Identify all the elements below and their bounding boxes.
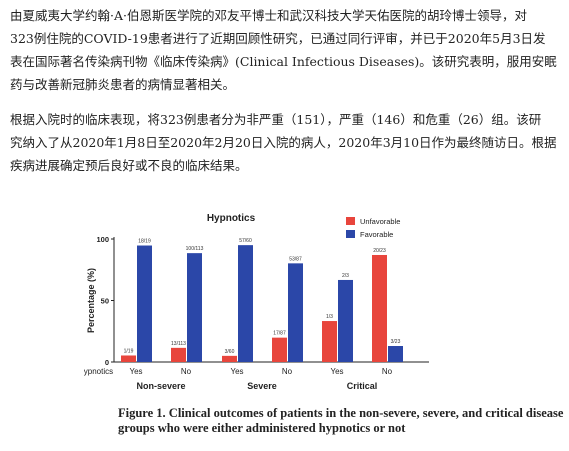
bar-data-label: 53/87 xyxy=(289,256,302,262)
bar-data-label: 3/23 xyxy=(391,339,401,345)
favorable-bar xyxy=(288,263,303,362)
favorable-bar xyxy=(137,245,152,362)
unfavorable-bar xyxy=(272,337,287,362)
bar-data-label: 100/113 xyxy=(186,246,204,252)
chart-title: Hypnotics xyxy=(207,213,256,224)
x-row-prefix-label: Hypnotics xyxy=(84,367,113,376)
y-tick-label: 100 xyxy=(96,235,109,244)
intro-line: 323例住院的COVID-19患者进行了近期回顾性研究，已通过同行评审，并已于2… xyxy=(10,31,546,46)
methods-line: 究纳入了从2020年1月8日至2020年2月20日入院的病人，2020年3月10… xyxy=(10,135,557,150)
x-category-label: No xyxy=(282,367,293,376)
bar-data-label: 57/60 xyxy=(239,238,252,244)
caption-line: groups who were either administered hypn… xyxy=(118,421,406,435)
bar-data-label: 18/19 xyxy=(138,239,151,245)
x-group-label: Severe xyxy=(247,381,277,391)
intro-line: 药与改善新冠肺炎患者的病情显著相关。 xyxy=(10,77,236,92)
intro-line: 由夏威夷大学约翰·A·伯恩斯医学院的邓友平博士和武汉科技大学天佑医院的胡玲博士领… xyxy=(10,8,527,23)
bar-data-label: 2/3 xyxy=(342,273,349,279)
x-category-label: Yes xyxy=(330,367,343,376)
legend-label: Unfavorable xyxy=(360,217,400,226)
unfavorable-bar xyxy=(222,355,237,362)
bar-data-label: 13/113 xyxy=(171,341,186,347)
methods-line: 疾病进展确定预后良好或不良的临床结果。 xyxy=(10,158,248,173)
figure-caption: Figure 1. Clinical outcomes of patients … xyxy=(118,406,564,436)
caption-line: Figure 1. Clinical outcomes of patients … xyxy=(118,406,564,420)
bar-data-label: 1/19 xyxy=(124,348,134,354)
y-tick-label: 0 xyxy=(105,358,109,367)
unfavorable-bar xyxy=(121,355,136,362)
unfavorable-bar xyxy=(171,347,186,362)
x-category-label: No xyxy=(382,367,393,376)
intro-paragraph: 由夏威夷大学约翰·A·伯恩斯医学院的邓友平博士和武汉科技大学天佑医院的胡玲博士领… xyxy=(10,4,558,96)
methods-paragraph: 根据入院时的临床表现，将323例患者分为非严重（151），严重（146）和危重（… xyxy=(10,108,558,177)
y-axis-label: Percentage (%) xyxy=(86,268,96,333)
bar-data-label: 3/60 xyxy=(225,349,235,355)
methods-line: 根据入院时的临床表现，将323例患者分为非严重（151），严重（146）和危重（… xyxy=(10,112,542,127)
hypnotics-chart: Hypnotics Percentage (%) 0 50 100 1/19 18/19 Ye… xyxy=(84,205,484,405)
intro-line: 表在国际著名传染病刊物《临床传染病》(Clinical Infectious D… xyxy=(10,54,557,69)
bar-data-label: 20/23 xyxy=(373,248,386,254)
chart-canvas: Hypnotics Percentage (%) 0 50 100 1/19 18/19 Ye… xyxy=(84,213,429,391)
x-group-label: Non-severe xyxy=(136,381,185,391)
unfavorable-bar xyxy=(372,254,387,362)
legend-label: Favorable xyxy=(360,230,393,239)
bar-data-label: 1/3 xyxy=(326,314,333,320)
x-group-label: Critical xyxy=(347,381,378,391)
y-tick-label: 50 xyxy=(101,297,109,306)
bar-data-label: 17/87 xyxy=(273,331,286,337)
favorable-bar xyxy=(187,253,202,362)
x-category-label: Yes xyxy=(230,367,243,376)
legend-swatch xyxy=(346,230,355,238)
x-category-label: Yes xyxy=(129,367,142,376)
unfavorable-bar xyxy=(322,321,337,362)
favorable-bar xyxy=(238,245,253,362)
legend-swatch xyxy=(346,217,355,225)
favorable-bar xyxy=(388,346,403,362)
x-category-label: No xyxy=(181,367,192,376)
favorable-bar xyxy=(338,279,353,362)
